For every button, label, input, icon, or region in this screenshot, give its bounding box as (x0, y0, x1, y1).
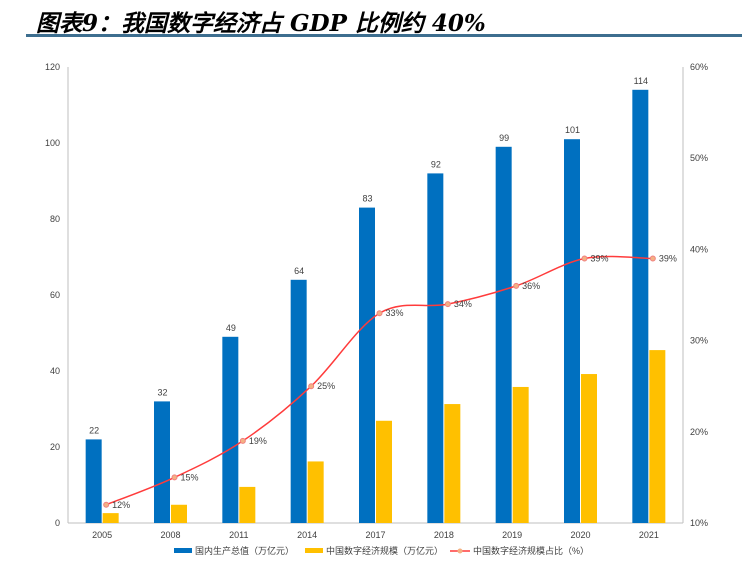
legend-label-digital: 中国数字经济规模（万亿元） (326, 545, 443, 556)
x-tick-label: 2014 (297, 530, 317, 540)
digital-economy-bar (649, 350, 666, 523)
digital-economy-bar (512, 386, 529, 523)
gdp-bar (632, 89, 649, 524)
y-tick-label: 0 (55, 518, 60, 528)
gdp-bar (290, 279, 307, 523)
gdp-bar (495, 146, 512, 524)
gdp-bar (427, 173, 444, 523)
share-data-label: 39% (659, 254, 677, 264)
share-data-label: 15% (181, 472, 199, 482)
legend-swatch-digital (305, 548, 323, 553)
share-point (513, 282, 520, 289)
gdp-bar (85, 439, 102, 523)
x-tick-label: 2019 (502, 530, 522, 540)
x-tick-label: 2018 (434, 530, 454, 540)
x-tick-label: 2008 (160, 530, 180, 540)
page-title: 图表9：我国数字经济占 GDP 比例约 40% (36, 10, 486, 37)
legend-label-share: 中国数字经济规模占比（%） (473, 545, 589, 556)
x-tick-label: 2005 (92, 530, 112, 540)
share-point (308, 383, 315, 390)
share-point (581, 255, 588, 262)
legend-label-gdp: 国内生产总值（万亿元） (195, 545, 294, 556)
y-tick-label: 60 (50, 290, 60, 300)
digital-economy-bar (376, 420, 392, 523)
digital-economy-bar (444, 404, 461, 523)
y-tick-label: 100 (45, 138, 60, 148)
x-tick-label: 2017 (365, 530, 385, 540)
x-tick-label: 2020 (570, 530, 590, 540)
share-data-label: 25% (317, 381, 335, 391)
share-point (444, 301, 451, 308)
share-data-label: 36% (522, 281, 540, 291)
digital-economy-bar (102, 513, 119, 523)
x-tick-label: 2011 (229, 530, 248, 540)
share-data-label: 39% (591, 254, 609, 264)
y2-tick-label: 10% (690, 518, 708, 528)
digital-economy-bar (239, 486, 256, 523)
y2-tick-label: 60% (690, 62, 708, 72)
gdp-bar (359, 207, 375, 523)
digital-economy-bar (307, 461, 324, 523)
share-data-label: 33% (386, 308, 404, 318)
digital-economy-bar (171, 504, 187, 523)
gdp-data-label: 83 (362, 194, 372, 204)
y2-tick-label: 30% (690, 336, 708, 346)
y-tick-label: 40 (50, 366, 60, 376)
y2-tick-label: 40% (690, 244, 708, 254)
gdp-bar (564, 139, 580, 523)
legend-marker-share (457, 548, 463, 554)
share-point (376, 310, 383, 317)
y-tick-label: 120 (45, 62, 60, 72)
y2-tick-label: 50% (690, 153, 708, 163)
gdp-data-label: 92 (431, 159, 441, 169)
gdp-data-label: 32 (157, 387, 167, 397)
y-tick-label: 20 (50, 442, 60, 452)
share-point (103, 501, 110, 508)
share-point (239, 437, 246, 444)
gdp-data-label: 64 (294, 266, 304, 276)
share-point (649, 255, 656, 262)
gdp-data-label: 22 (89, 425, 99, 435)
gdp-data-label: 101 (565, 125, 580, 135)
gdp-bar (222, 336, 239, 523)
gdp-data-label: 99 (499, 133, 509, 143)
gdp-data-label: 114 (634, 76, 648, 86)
title-divider (26, 34, 742, 37)
y-tick-label: 80 (50, 214, 60, 224)
legend-swatch-gdp (174, 548, 192, 553)
share-data-label: 34% (454, 299, 472, 309)
y2-tick-label: 20% (690, 427, 708, 437)
x-tick-label: 2021 (639, 530, 659, 540)
share-line (105, 255, 653, 506)
share-data-label: 19% (249, 436, 267, 446)
share-point (171, 474, 178, 481)
gdp-data-label: 49 (226, 323, 236, 333)
share-data-label: 12% (112, 500, 130, 510)
gdp-bar (154, 401, 170, 523)
digital-economy-bar (581, 374, 597, 523)
